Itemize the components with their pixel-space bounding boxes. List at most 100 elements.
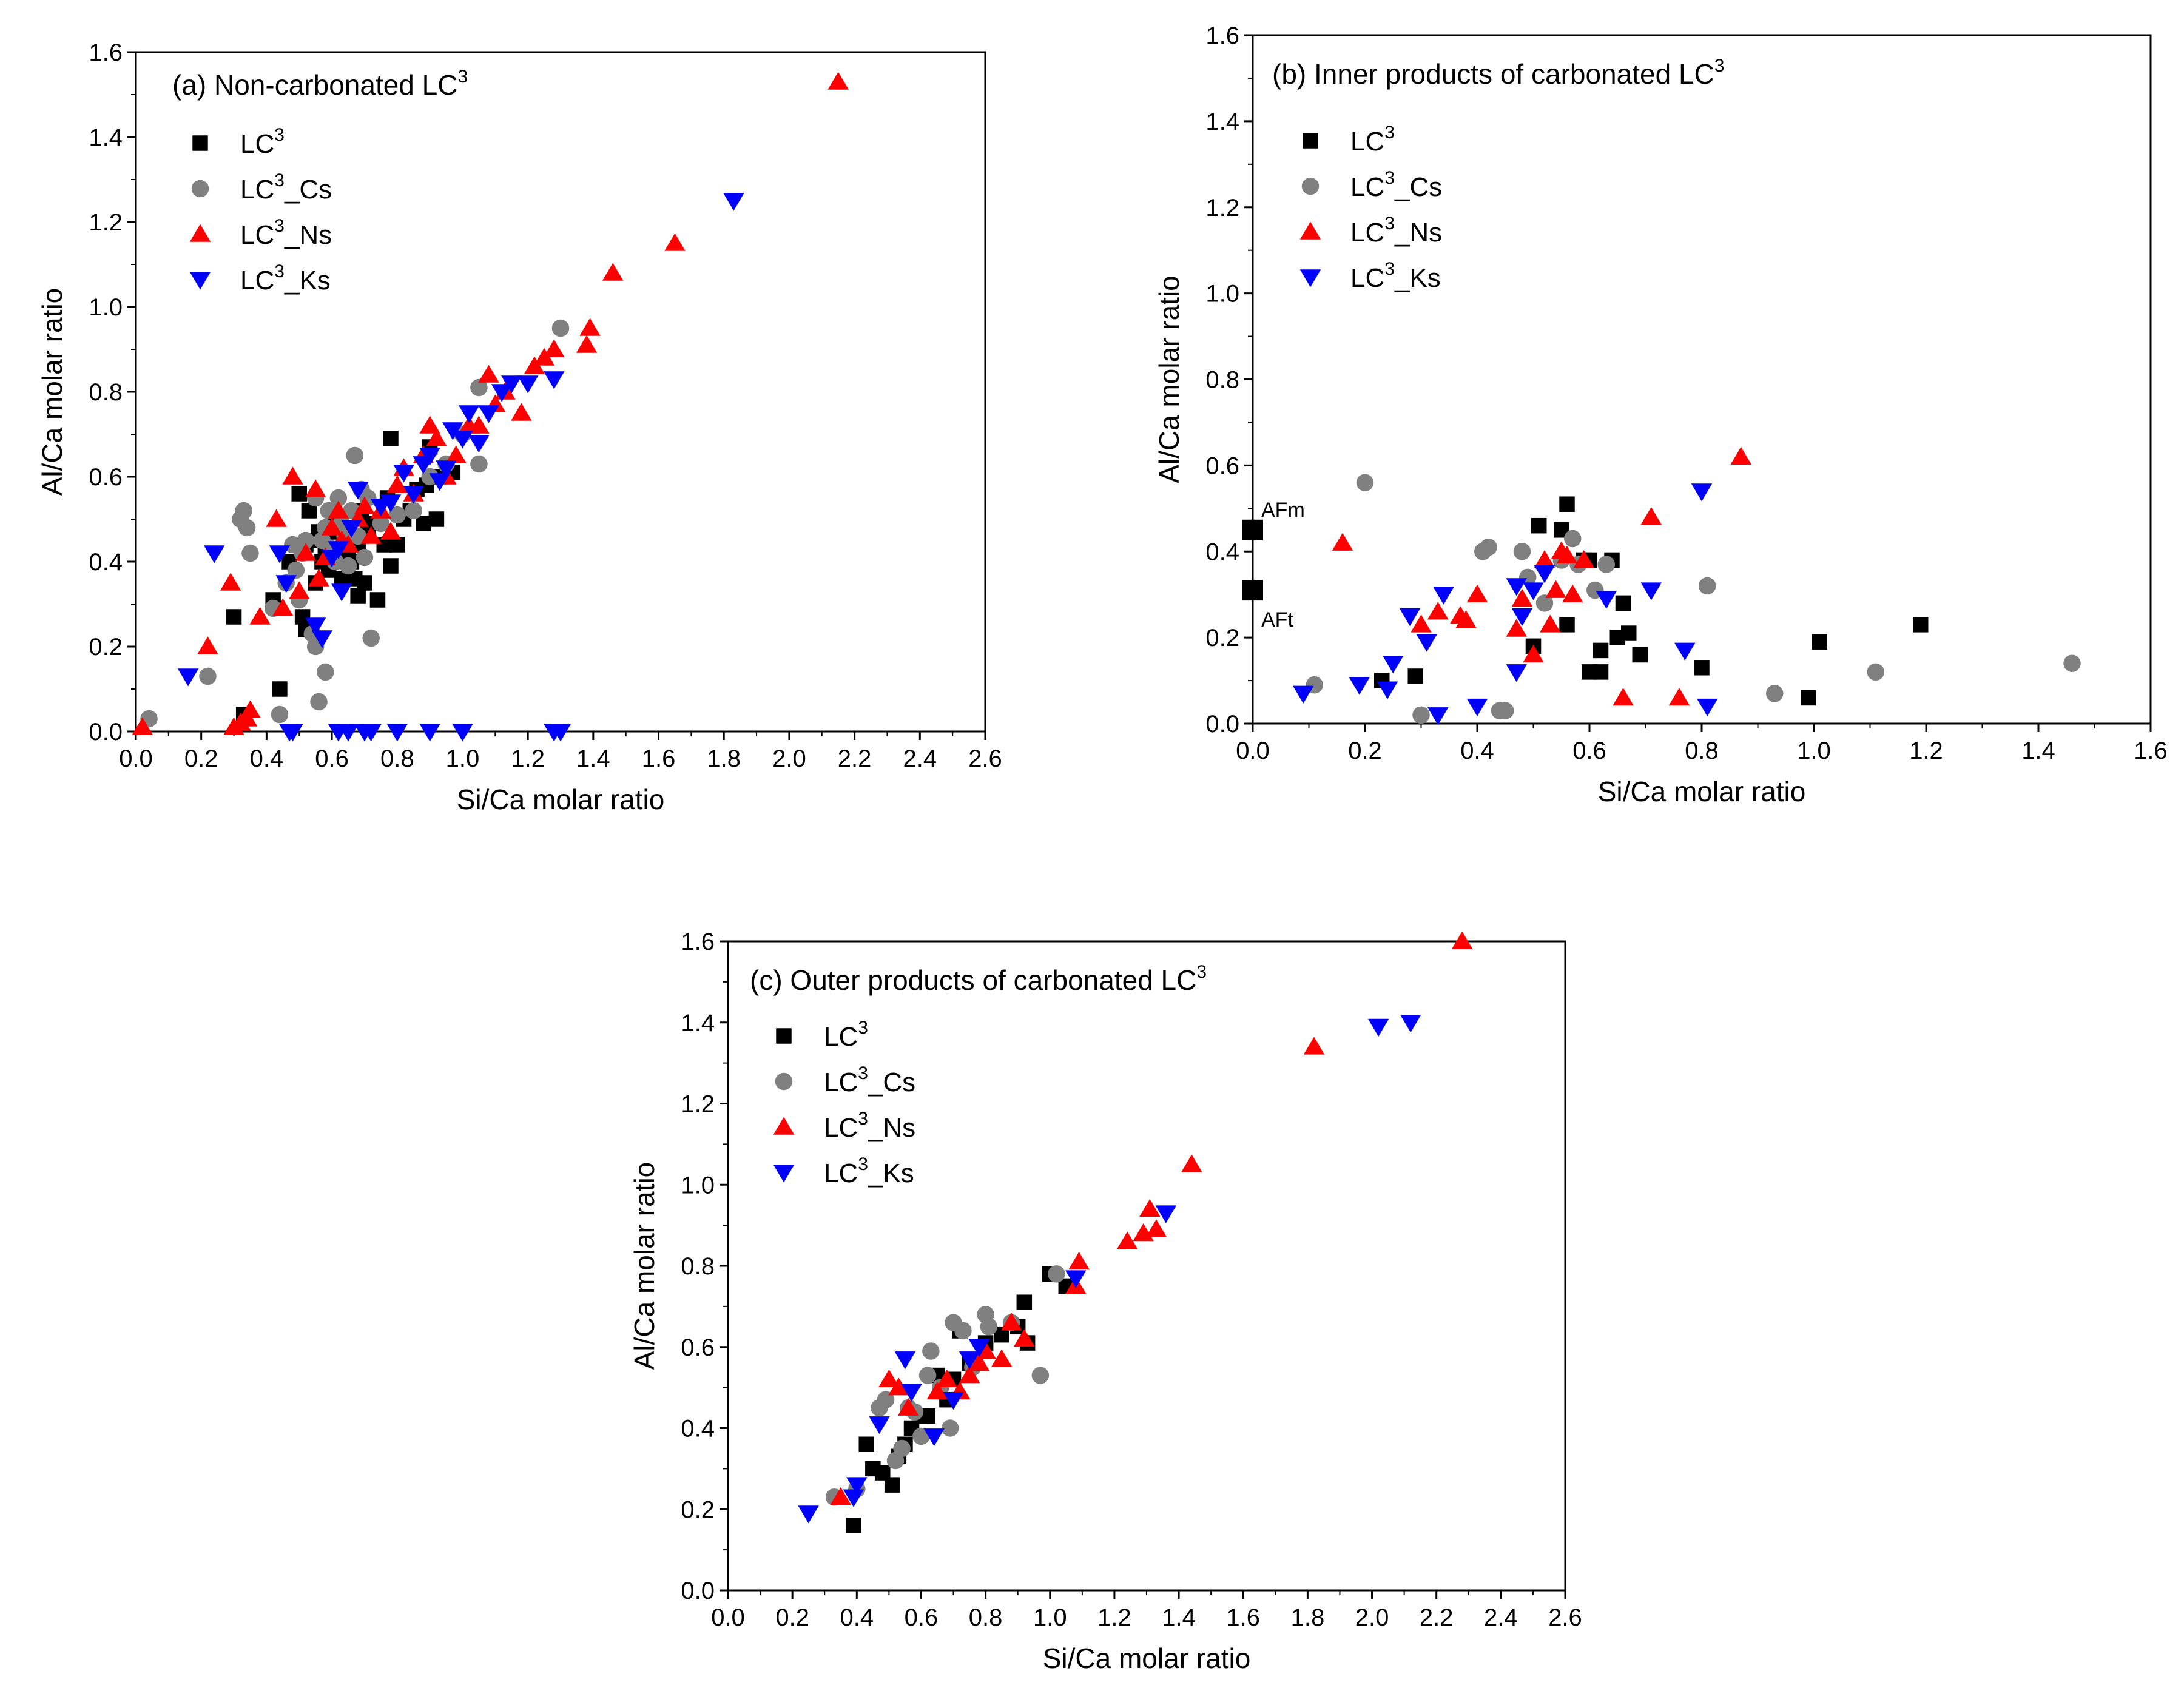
y-tick-label: 1.6	[681, 929, 715, 955]
data-point	[328, 541, 349, 559]
data-point	[517, 375, 539, 394]
annotation-label: AFm	[1261, 499, 1305, 522]
legend-marker	[775, 1072, 793, 1091]
data-point	[458, 405, 480, 423]
data-point	[980, 1318, 998, 1336]
data-point	[1531, 517, 1547, 534]
data-point	[1564, 530, 1582, 548]
legend-label-superscript: 3	[1384, 168, 1395, 188]
y-tick-label: 0.0	[1205, 711, 1239, 738]
legend-label: LC3_Ks	[1350, 259, 1441, 293]
x-tick-label: 2.6	[968, 745, 1002, 772]
data-point	[1511, 608, 1533, 627]
data-point	[1913, 617, 1929, 633]
legend-label-text: LC	[824, 1068, 858, 1097]
data-point	[1407, 668, 1423, 684]
data-point	[346, 446, 364, 465]
x-tick-label: 0.0	[1236, 738, 1270, 764]
data-point	[511, 403, 532, 421]
y-tick-label: 0.4	[681, 1416, 715, 1442]
data-point	[943, 1391, 964, 1410]
x-tick-label: 1.0	[1797, 738, 1831, 764]
data-point	[360, 724, 382, 742]
data-point	[1640, 582, 1662, 600]
data-point	[922, 1342, 940, 1360]
data-point	[843, 1489, 864, 1507]
data-point	[1145, 1219, 1167, 1237]
x-tick-label: 0.0	[711, 1604, 745, 1631]
panel-title: (a) Non-carbonated LC3	[172, 67, 468, 101]
legend-label-suffix: _Ns	[868, 1113, 915, 1143]
data-point	[1559, 496, 1575, 512]
data-point	[1427, 602, 1449, 620]
legend-label: LC3_Ks	[824, 1154, 914, 1188]
y-tick-label: 0.8	[1205, 367, 1239, 394]
data-point	[968, 1339, 990, 1357]
data-point	[419, 724, 440, 742]
x-tick-label: 1.2	[511, 745, 545, 772]
legend-label-superscript: 3	[858, 1018, 868, 1038]
data-point	[1615, 595, 1631, 611]
y-tick-label: 1.0	[1205, 281, 1239, 308]
panel-title: (b) Inner products of carbonated LC3	[1272, 56, 1724, 90]
x-tick-label: 2.4	[903, 745, 937, 772]
data-point	[266, 509, 287, 527]
data-point	[1497, 702, 1514, 719]
y-tick-label: 1.2	[1205, 195, 1239, 221]
data-point	[347, 482, 369, 500]
x-tick-label: 1.0	[446, 745, 480, 772]
data-point	[470, 378, 488, 397]
data-point	[272, 681, 288, 697]
data-point	[1466, 584, 1488, 602]
data-point	[1632, 647, 1648, 663]
x-tick-label: 2.6	[1548, 1604, 1582, 1631]
data-point	[1596, 591, 1617, 609]
data-point	[1801, 690, 1816, 706]
data-point	[491, 384, 513, 402]
y-tick-label: 0.2	[681, 1496, 715, 1523]
x-tick-label: 2.2	[1420, 1604, 1454, 1631]
data-point	[310, 693, 328, 711]
data-point	[1293, 685, 1314, 704]
data-point	[362, 629, 380, 647]
data-point	[1694, 660, 1710, 676]
data-point	[452, 724, 473, 742]
data-point	[959, 1351, 980, 1370]
y-tick-label: 0.2	[1205, 625, 1239, 651]
data-point	[436, 460, 457, 479]
panel-title-superscript: 3	[457, 67, 468, 87]
data-point	[468, 435, 490, 453]
legend-label-suffix: _Ks	[284, 266, 331, 295]
data-point	[1377, 681, 1398, 699]
y-tick-label: 0.6	[1205, 452, 1239, 479]
data-point	[287, 561, 305, 579]
y-tick-label: 0.0	[681, 1578, 715, 1604]
legend-label-superscript: 3	[274, 170, 285, 190]
data-point	[241, 544, 259, 562]
data-point	[1699, 577, 1716, 595]
x-tick-label: 0.8	[1685, 738, 1719, 764]
y-tick-label: 1.6	[1205, 22, 1239, 49]
legend-label: LC3_Ns	[824, 1109, 915, 1143]
data-point	[901, 1384, 922, 1402]
data-point	[1065, 1270, 1087, 1288]
data-point	[1181, 1154, 1202, 1172]
data-point	[1048, 1265, 1065, 1283]
data-point	[1433, 587, 1454, 605]
y-tick-label: 1.4	[89, 124, 123, 151]
x-tick-label: 1.6	[642, 745, 676, 772]
data-point	[1383, 655, 1404, 674]
data-point	[240, 700, 261, 718]
y-tick-label: 1.4	[1205, 109, 1239, 135]
data-point	[1506, 578, 1527, 596]
legend-marker	[773, 1117, 795, 1135]
data-point	[386, 475, 408, 493]
data-point	[1455, 610, 1477, 628]
legend-label-text: LC	[240, 266, 274, 295]
data-point	[1534, 550, 1555, 568]
data-point	[339, 557, 357, 575]
x-tick-label: 1.6	[2134, 738, 2168, 764]
data-point	[664, 233, 686, 251]
data-point	[830, 1487, 852, 1505]
